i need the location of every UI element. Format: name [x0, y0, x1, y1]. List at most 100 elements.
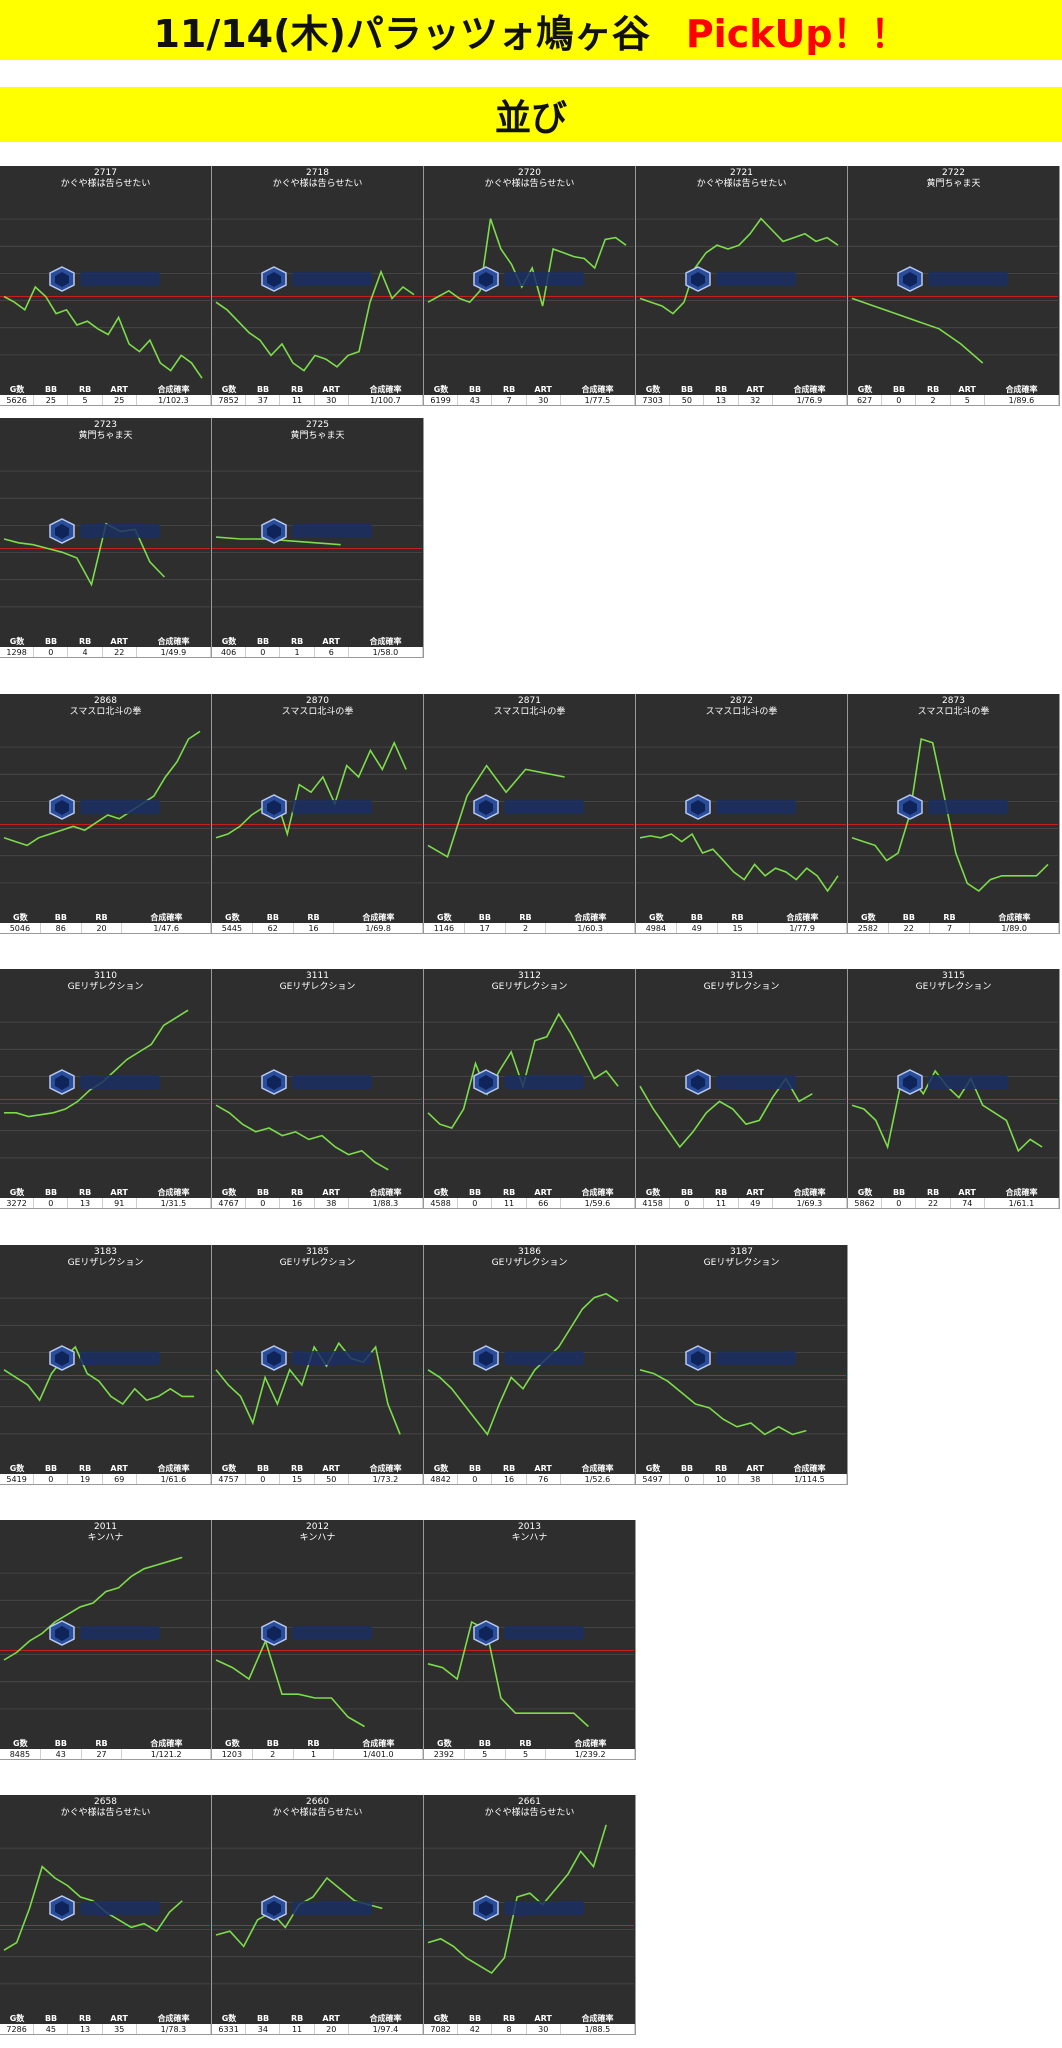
stats-header-cell: G数: [221, 385, 237, 394]
machine-panel: 2720 かぐや様は告らせたい G数 BB RB ART 合成確率 6199 43 7 30 1/77…: [424, 166, 636, 406]
stats-header-cell: RB: [95, 1739, 108, 1748]
slump-line: [215, 536, 341, 546]
panel-header: 2011 キンハナ: [0, 1522, 211, 1544]
stats-value-cell: 0: [246, 647, 281, 657]
stats-value-cell: 13: [68, 1198, 103, 1208]
stats-value-cell: 45: [34, 2024, 69, 2034]
machine-panel: 2722 黄門ちゃま天 G数 BB RB ART 合成確率 627 0 2 5 1/89.6: [848, 166, 1060, 406]
stats-header-cell: 合成確率: [369, 2014, 402, 2023]
machine-panel: 2870 スマスロ北斗の拳 G数 BB RB 合成確率 5445 62 16 1/69.8: [212, 694, 424, 934]
slump-line: [639, 1369, 807, 1436]
stats-header-cell: G数: [225, 1739, 240, 1748]
stats-header-row: G数 BB RB ART 合成確率: [636, 384, 847, 395]
stats-header-row: G数 BB RB ART 合成確率: [212, 1187, 423, 1198]
slump-line: [3, 285, 203, 379]
stats-header-cell: 合成確率: [369, 1188, 402, 1197]
stats-header-cell: 合成確率: [574, 913, 607, 922]
stats-value-row: 7852 37 11 30 1/100.7: [212, 395, 423, 406]
stats-value-cell: 1: [294, 1749, 335, 1759]
stats-table: G数 BB RB ART 合成確率 406 0 1 6 1/58.0: [212, 636, 423, 658]
stats-header-cell: 合成確率: [581, 1188, 614, 1197]
slump-graph: [636, 217, 846, 356]
panel-header: 2721 かぐや様は告らせたい: [636, 168, 847, 190]
stats-value-cell: 5445: [212, 923, 253, 933]
stats-header-cell: RB: [731, 913, 744, 922]
stats-value-cell: 406: [212, 647, 247, 657]
slump-graph: [212, 1297, 422, 1435]
stats-value-cell: 1/89.6: [985, 395, 1059, 405]
panel-header: 3187 GEリザレクション: [636, 1247, 847, 1269]
stats-value-cell: 7303: [636, 395, 671, 405]
stats-value-cell: 1/73.2: [349, 1474, 423, 1484]
stats-header-cell: ART: [958, 385, 976, 394]
machine-number: 2717: [94, 168, 117, 178]
panel-header: 3111 GEリザレクション: [212, 971, 423, 993]
stats-header-row: G数 BB RB 合成確率: [0, 912, 211, 923]
machine-model: スマスロ北斗の拳: [493, 707, 566, 717]
stats-header-cell: G数: [9, 385, 25, 394]
stats-header-cell: ART: [534, 2014, 552, 2023]
slump-graph: [424, 1572, 634, 1728]
slump-line: [215, 1104, 389, 1171]
stats-value-cell: 5419: [0, 1474, 35, 1484]
stats-header-row: G数 BB RB ART 合成確率: [636, 1187, 847, 1198]
machine-model: GEリザレクション: [67, 1258, 144, 1268]
panel-header: 2871 スマスロ北斗の拳: [424, 696, 635, 718]
stats-header-cell: RB: [290, 637, 304, 646]
stats-value-cell: 1/31.5: [137, 1198, 211, 1208]
stats-value-cell: 1298: [0, 647, 35, 657]
slump-line: [215, 269, 415, 372]
machine-number: 2873: [942, 696, 965, 706]
stats-value-row: 6331 34 11 20 1/97.4: [212, 2024, 423, 2035]
stats-header-cell: 合成確率: [362, 913, 395, 922]
stats-value-cell: 1/77.5: [561, 395, 635, 405]
stats-header-row: G数 BB RB ART 合成確率: [0, 1187, 211, 1198]
stats-value-cell: 66: [527, 1198, 561, 1208]
stats-header-cell: 合成確率: [793, 1464, 826, 1473]
stats-header-cell: G数: [437, 1739, 452, 1748]
machine-number: 3185: [306, 1247, 329, 1257]
stats-value-cell: 4: [68, 647, 103, 657]
stats-header-cell: ART: [322, 1464, 340, 1473]
stats-value-cell: 4158: [636, 1198, 671, 1208]
stats-header-cell: ART: [110, 1188, 128, 1197]
panel-header: 2012 キンハナ: [212, 1522, 423, 1544]
machine-number: 2721: [730, 168, 753, 178]
stats-value-row: 1146 17 2 1/60.3: [424, 923, 636, 934]
stats-table: G数 BB RB ART 合成確率 4757 0 15 50 1/73.2: [212, 1463, 423, 1485]
stats-header-row: G数 BB RB ART 合成確率: [424, 2013, 635, 2024]
machine-number: 2658: [94, 1797, 117, 1807]
stats-header-cell: ART: [534, 385, 552, 394]
stats-header-cell: ART: [322, 1188, 340, 1197]
machine-panel: 2868 スマスロ北斗の拳 G数 BB RB 合成確率 5046 86 20 1/47.6: [0, 694, 212, 934]
title-banner: 11/14(木)パラッツォ鳩ヶ谷 PickUp！！: [0, 0, 1062, 60]
stats-header-cell: BB: [44, 1464, 58, 1473]
stats-value-cell: 34: [246, 2024, 281, 2034]
stats-value-cell: 30: [315, 395, 349, 405]
panel-header: 2868 スマスロ北斗の拳: [0, 696, 211, 718]
stats-header-row: G数 BB RB ART 合成確率: [0, 1463, 211, 1474]
slump-graph: [212, 218, 422, 372]
stats-value-row: 8485 43 27 1/121.2: [0, 1749, 212, 1760]
stats-header-cell: 合成確率: [793, 385, 826, 394]
stats-header-cell: 合成確率: [369, 1464, 402, 1473]
stats-header-row: G数 BB RB ART 合成確率: [212, 1463, 423, 1474]
stats-value-cell: 11: [280, 2024, 315, 2034]
stats-header-cell: RB: [290, 2014, 304, 2023]
machine-model: GEリザレクション: [915, 982, 992, 992]
stats-header-row: G数 BB RB 合成確率: [0, 1738, 211, 1749]
stats-header-cell: 合成確率: [786, 913, 819, 922]
stats-value-row: 5046 86 20 1/47.6: [0, 923, 212, 934]
machine-panel: 2717 かぐや様は告らせたい G数 BB RB ART 合成確率 5626 25 5 25 1/10…: [0, 166, 212, 406]
stats-header-cell: G数: [433, 1188, 449, 1197]
slump-line: [427, 764, 565, 858]
stats-header-cell: G数: [857, 385, 873, 394]
slump-graph: [212, 1021, 422, 1171]
stats-header-cell: G数: [13, 1739, 28, 1748]
stats-value-row: 3272 0 13 91 1/31.5: [0, 1198, 211, 1209]
machine-number: 2723: [94, 420, 117, 430]
stats-header-cell: BB: [690, 913, 703, 922]
stats-header-cell: BB: [256, 1188, 270, 1197]
stats-value-cell: 7: [492, 395, 527, 405]
machine-model: キンハナ: [87, 1533, 124, 1543]
